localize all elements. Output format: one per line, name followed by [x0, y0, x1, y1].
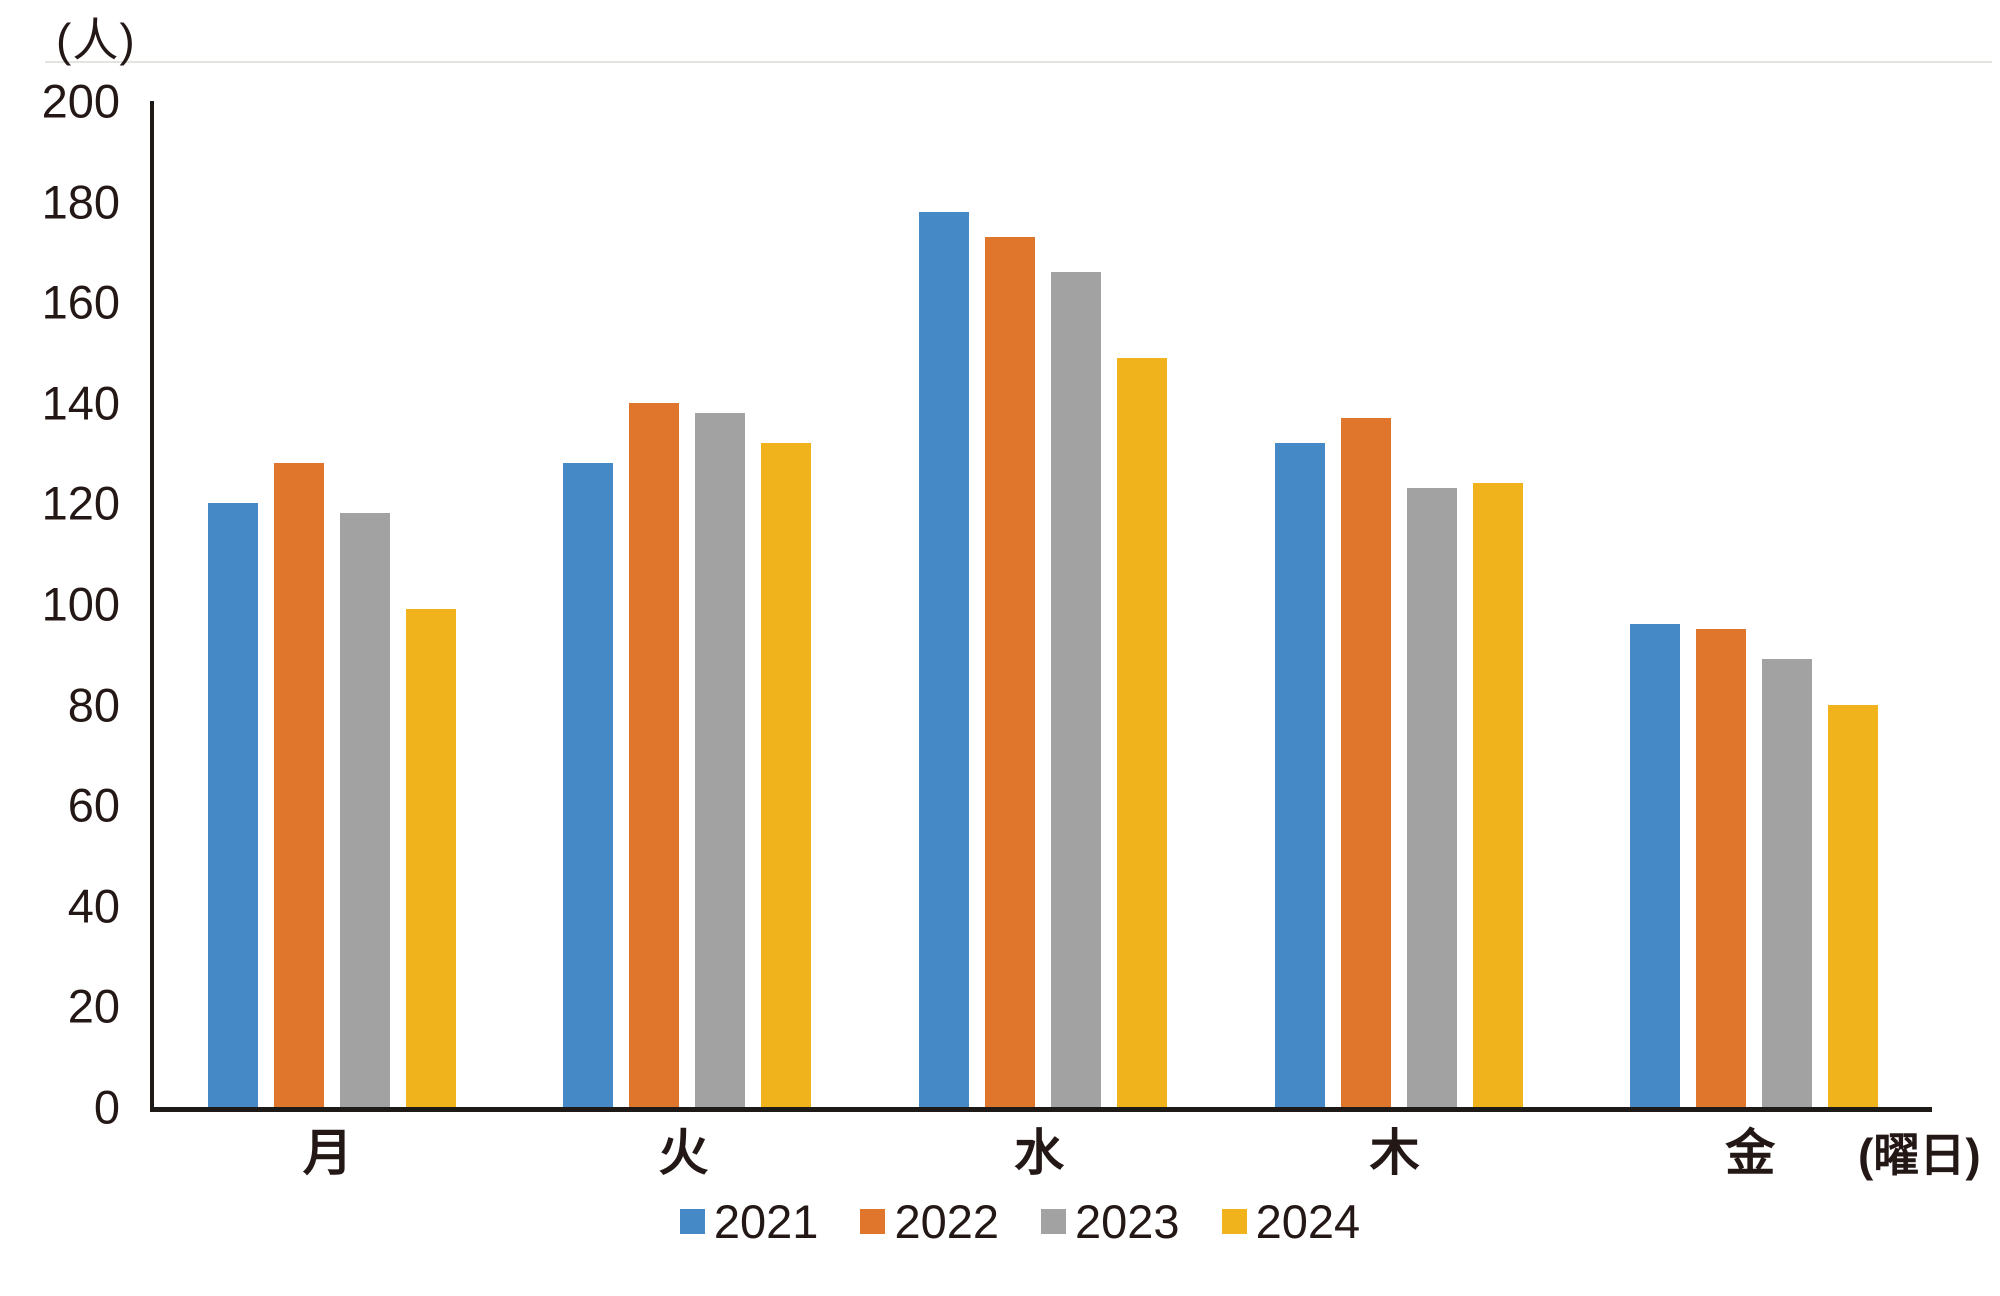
bar-2022-金 — [1696, 629, 1747, 1107]
bar-2022-木 — [1340, 417, 1391, 1107]
bar-group-水 — [865, 101, 1221, 1107]
x-label-木: 木 — [1369, 1125, 1420, 1181]
legend-swatch-2023 — [1041, 1209, 1066, 1234]
bar-2022-水 — [984, 236, 1035, 1107]
bar-2024-木 — [1472, 483, 1523, 1107]
y-tick-label-120: 120 — [41, 476, 120, 530]
legend-label-2021: 2021 — [713, 1195, 819, 1248]
y-axis-unit-label: (人) — [56, 14, 136, 66]
y-tick-label-60: 60 — [67, 778, 120, 832]
bar-2021-月 — [207, 503, 258, 1107]
legend-item-2021: 2021 — [679, 1195, 819, 1248]
x-axis-unit-label: (曜日) — [1858, 1129, 1981, 1181]
bar-2023-金 — [1762, 659, 1813, 1107]
y-tick-label-20: 20 — [67, 979, 120, 1033]
legend-label-2022: 2022 — [894, 1195, 999, 1248]
bar-2022-火 — [629, 402, 680, 1107]
legend: 2021 2022 2023 2024 — [20, 1198, 2000, 1245]
bar-2023-水 — [1050, 272, 1101, 1107]
bar-group-木 — [1221, 101, 1577, 1107]
bar-2024-水 — [1116, 357, 1167, 1107]
bar-2021-木 — [1274, 443, 1325, 1107]
legend-label-2024: 2024 — [1255, 1195, 1361, 1248]
bar-2023-月 — [339, 513, 390, 1107]
legend-swatch-2022 — [860, 1209, 886, 1234]
bar-groups — [154, 101, 1932, 1107]
y-tick-label-100: 100 — [41, 577, 120, 631]
plot-area — [150, 101, 1932, 1112]
bar-2021-火 — [563, 463, 614, 1107]
x-label-金: 金 — [1725, 1125, 1776, 1181]
x-label-火: 火 — [658, 1125, 709, 1181]
legend-item-2023: 2023 — [1041, 1198, 1180, 1245]
legend-item-2024: 2024 — [1221, 1195, 1361, 1248]
bar-2024-月 — [405, 609, 456, 1107]
x-label-水: 水 — [1014, 1125, 1064, 1181]
y-tick-label-160: 160 — [41, 275, 120, 329]
legend-label-2023: 2023 — [1075, 1195, 1180, 1248]
y-tick-label-180: 180 — [41, 175, 120, 229]
x-axis-labels: 月火水木金 — [150, 1128, 1928, 1198]
x-label-月: 月 — [302, 1125, 353, 1181]
bar-group-月 — [154, 101, 510, 1107]
legend-swatch-2021 — [679, 1209, 705, 1234]
legend-item-2022: 2022 — [860, 1198, 999, 1245]
y-tick-label-80: 80 — [67, 678, 120, 732]
bar-group-火 — [510, 101, 866, 1107]
y-tick-label-200: 200 — [41, 74, 120, 128]
bar-2022-月 — [273, 463, 324, 1107]
bar-2023-木 — [1406, 488, 1457, 1107]
legend-swatch-2024 — [1221, 1209, 1247, 1234]
y-tick-label-0: 0 — [93, 1080, 120, 1134]
y-tick-label-40: 40 — [67, 879, 120, 933]
y-tick-label-140: 140 — [41, 376, 120, 430]
top-divider-line — [45, 61, 1992, 63]
bar-group-金 — [1576, 101, 1932, 1107]
bar-2021-金 — [1630, 624, 1681, 1107]
bar-2024-金 — [1828, 704, 1879, 1107]
bar-2021-水 — [918, 211, 969, 1107]
y-axis-tick-labels: 0 20 40 60 80 100 120 140 160 180 200 — [0, 78, 134, 1131]
bar-2024-火 — [761, 443, 812, 1107]
bar-2023-火 — [695, 412, 746, 1107]
